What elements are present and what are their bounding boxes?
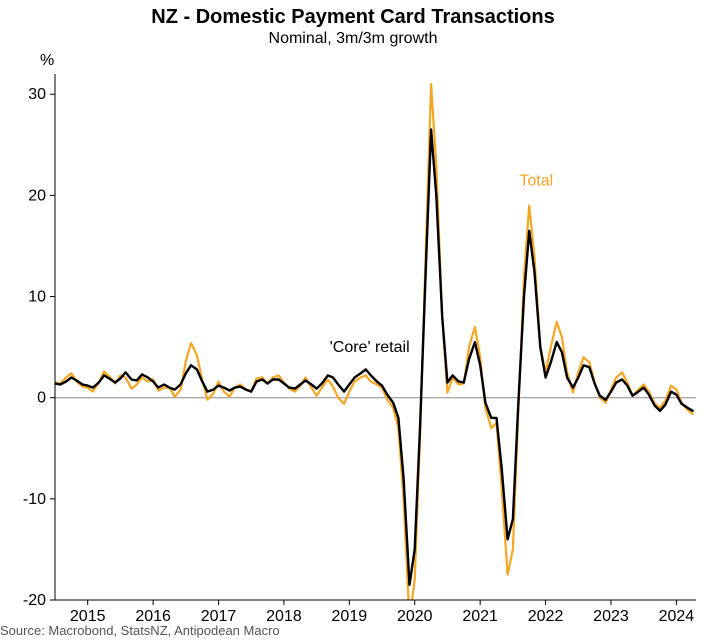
x-tick-label: 2019: [332, 608, 368, 625]
chart-plot: -20-100102030201520162017201820192020202…: [0, 0, 706, 640]
y-unit-label: %: [40, 52, 54, 70]
annotation-label: Total: [519, 172, 553, 189]
y-tick-label: 30: [28, 86, 46, 103]
y-tick-label: -10: [23, 491, 46, 508]
source-text: Source: Macrobond, StatsNZ, Antipodean M…: [0, 623, 280, 638]
y-tick-label: 10: [28, 289, 46, 306]
chart-subtitle: Nominal, 3m/3m growth: [0, 30, 706, 48]
x-tick-label: 2023: [593, 608, 629, 625]
y-tick-label: 0: [37, 390, 46, 407]
x-tick-label: 2020: [397, 608, 433, 625]
series-core-retail: [55, 130, 693, 585]
annotation-label: 'Core' retail: [330, 339, 410, 356]
x-tick-label: 2024: [659, 608, 695, 625]
y-tick-label: -20: [23, 592, 46, 609]
y-tick-label: 20: [28, 187, 46, 204]
chart-title: NZ - Domestic Payment Card Transactions: [0, 6, 706, 29]
x-tick-label: 2021: [462, 608, 498, 625]
x-tick-label: 2022: [528, 608, 564, 625]
chart-container: NZ - Domestic Payment Card Transactions …: [0, 0, 706, 640]
